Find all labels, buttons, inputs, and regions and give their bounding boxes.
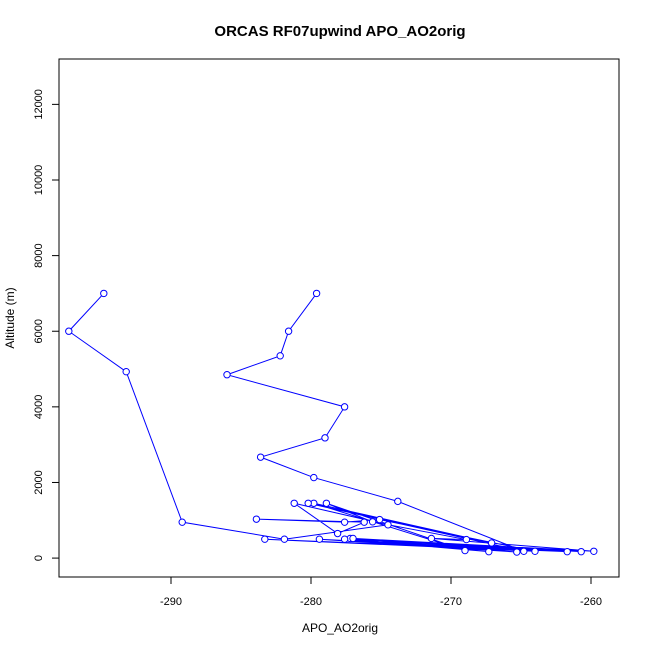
data-point <box>462 535 471 544</box>
y-tick-label: 4000 <box>33 395 45 419</box>
x-tick-label: -270 <box>440 596 462 608</box>
x-axis-label: APO_AO2orig <box>302 621 378 635</box>
y-tick-label: 12000 <box>33 89 45 120</box>
chart-title: ORCAS RF07upwind APO_AO2orig <box>214 23 465 40</box>
data-point <box>485 547 493 556</box>
data-point <box>531 547 539 555</box>
data-point <box>304 499 312 507</box>
data-point <box>290 499 298 507</box>
data-point <box>280 535 289 543</box>
data-point <box>322 499 331 507</box>
x-tick-label: -280 <box>300 596 322 608</box>
data-point <box>65 327 73 335</box>
data-point <box>461 546 469 555</box>
data-point <box>577 547 585 556</box>
data-point <box>349 534 357 543</box>
data-point <box>312 289 321 298</box>
data-point <box>368 518 377 526</box>
data-point <box>340 518 349 526</box>
y-tick-label: 10000 <box>33 165 45 196</box>
data-point <box>513 548 521 556</box>
y-axis-label: Altitude (m) <box>3 287 17 348</box>
plot-area <box>58 58 620 578</box>
data-point <box>178 518 186 526</box>
y-axis: 0 2000 4000 6000 8000 10000 12000 <box>33 89 60 561</box>
data-point <box>340 403 349 411</box>
data-point <box>590 547 598 555</box>
data-point <box>256 453 265 461</box>
data-point <box>223 371 231 379</box>
data-point <box>340 535 349 543</box>
data-point <box>520 547 528 555</box>
y-tick-label: 2000 <box>33 470 45 494</box>
data-point <box>310 473 318 482</box>
series-layer <box>65 289 598 556</box>
x-axis: -290 -280 -270 -260 <box>160 576 602 608</box>
data-point <box>276 352 284 360</box>
data-point <box>384 521 392 529</box>
data-point <box>261 535 269 543</box>
data-point <box>375 515 384 524</box>
y-tick-label: 6000 <box>33 319 45 343</box>
data-point <box>315 535 324 543</box>
data-point <box>122 367 130 376</box>
data-point <box>563 547 571 556</box>
data-point <box>360 518 368 526</box>
x-tick-label: -290 <box>160 596 182 608</box>
data-point <box>100 289 108 298</box>
data-point <box>284 327 293 335</box>
data-point <box>333 529 342 538</box>
data-point <box>321 434 329 442</box>
y-tick-label: 0 <box>33 555 45 561</box>
data-point <box>487 539 496 547</box>
data-point <box>252 515 261 523</box>
series-line <box>68 293 594 553</box>
data-point <box>394 497 402 506</box>
y-tick-label: 8000 <box>33 243 45 267</box>
x-tick-label: -260 <box>580 596 602 608</box>
data-point <box>427 534 436 543</box>
